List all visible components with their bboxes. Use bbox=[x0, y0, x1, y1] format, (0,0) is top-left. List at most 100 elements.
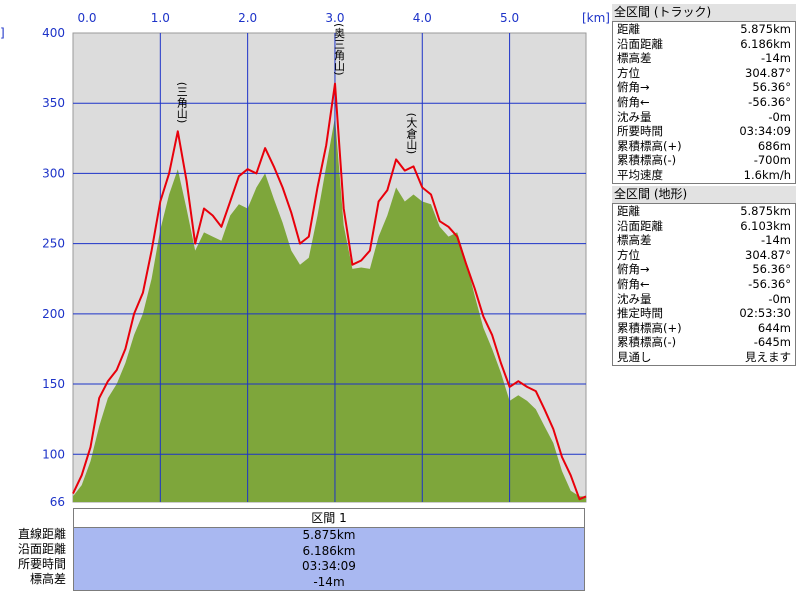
stat-row: 距離 5.875km bbox=[613, 204, 795, 219]
stat-row: 累積標高(+) 644m bbox=[613, 321, 795, 336]
stat-label: 距離 bbox=[617, 22, 640, 36]
stat-row: 沿面距離 6.186km bbox=[613, 37, 795, 52]
stat-label: 沿面距離 bbox=[617, 36, 663, 51]
x-tick-label: 1.0 bbox=[151, 11, 170, 25]
peak-annotation: (奥三角山) bbox=[332, 23, 345, 76]
stat-value: 6.186km bbox=[740, 36, 791, 51]
peak-annotation: (三角山) bbox=[175, 82, 188, 124]
stat-label: 標高差 bbox=[617, 233, 652, 248]
stat-row: 沈み量 -0m bbox=[613, 292, 795, 307]
segment-header[interactable]: 区間 1 bbox=[73, 508, 585, 528]
stat-row: 俯角← -56.36° bbox=[613, 277, 795, 292]
stat-row: 俯角→ 56.36° bbox=[613, 262, 795, 277]
segment-table: 区間 1 5.875km 6.186km 03:34:09 -14m bbox=[73, 508, 585, 591]
stat-label: 所要時間 bbox=[617, 124, 663, 139]
axis-label-layer: 400 350 300 250 200 150 100 66 0.0 1.0 2.0 3.0 4.0 5.… bbox=[42, 11, 610, 509]
y-tick-label: 150 bbox=[42, 377, 65, 391]
stat-value: 56.36° bbox=[752, 80, 791, 95]
x-tick-label: 0.0 bbox=[77, 11, 96, 25]
terrain-area bbox=[73, 117, 586, 503]
stat-value: -14m bbox=[761, 233, 791, 248]
stat-value: 02:53:30 bbox=[739, 306, 791, 321]
track-line bbox=[72, 82, 587, 501]
stat-label: 俯角← bbox=[617, 94, 650, 109]
stat-label: 沈み量 bbox=[617, 291, 652, 306]
stat-label: 俯角→ bbox=[617, 262, 650, 277]
stat-label: 方位 bbox=[617, 65, 640, 80]
stat-value: -700m bbox=[753, 153, 791, 168]
stat-label: 累積標高(+) bbox=[617, 320, 682, 335]
stat-value: 686m bbox=[757, 138, 791, 153]
terrain-stats-table: 距離 5.875km 沿面距離 6.103km 標高差 -14m 方位 304.87° … bbox=[612, 203, 796, 366]
segment-label-straight: 直線距離 bbox=[17, 527, 66, 541]
stat-row: 推定時間 02:53:30 bbox=[613, 306, 795, 321]
left-edge-fragment: ] bbox=[0, 26, 5, 40]
x-tick-label: 5.0 bbox=[500, 11, 519, 25]
track-stats-table: 距離 5.875km 沿面距離 6.186km 標高差 -14m 方位 304.87° … bbox=[612, 21, 796, 184]
y-tick-label: 250 bbox=[42, 237, 65, 251]
y-tick-label: 100 bbox=[42, 447, 65, 461]
y-tick-label: 300 bbox=[42, 166, 65, 180]
stat-label: 標高差 bbox=[617, 51, 652, 66]
stat-label: 俯角→ bbox=[617, 80, 650, 95]
stat-value: -0m bbox=[768, 291, 791, 306]
stat-row: 平均速度 1.6km/h bbox=[613, 168, 795, 183]
stat-row: 沈み量 -0m bbox=[613, 110, 795, 125]
stat-label: 俯角← bbox=[617, 276, 650, 291]
stat-label: 沿面距離 bbox=[617, 218, 663, 233]
stat-row: 所要時間 03:34:09 bbox=[613, 124, 795, 139]
stat-value: 6.103km bbox=[740, 218, 791, 233]
stat-value: 56.36° bbox=[752, 262, 791, 277]
peak-annotation: (大倉山) bbox=[405, 113, 418, 155]
stat-label: 方位 bbox=[617, 247, 640, 262]
stat-row: 見通し 見えます bbox=[613, 350, 795, 365]
track-line-layer bbox=[72, 82, 587, 501]
stat-label: 距離 bbox=[617, 204, 640, 218]
stat-value: -56.36° bbox=[748, 276, 791, 291]
stat-row: 沿面距離 6.103km bbox=[613, 219, 795, 234]
stat-row: 累積標高(-) -700m bbox=[613, 153, 795, 168]
stat-row: 標高差 -14m bbox=[613, 51, 795, 66]
stat-value: 03:34:09 bbox=[739, 124, 791, 139]
stat-row: 俯角→ 56.36° bbox=[613, 80, 795, 95]
stat-label: 累積標高(-) bbox=[617, 153, 677, 168]
segment-value: 6.186km bbox=[302, 543, 356, 558]
stat-label: 推定時間 bbox=[617, 306, 663, 321]
segment-value: 5.875km bbox=[302, 528, 356, 542]
stat-value: -0m bbox=[768, 109, 791, 124]
panel-title: 全区間 (地形) bbox=[612, 186, 796, 203]
stat-row: 方位 304.87° bbox=[613, 248, 795, 263]
stat-row: 俯角← -56.36° bbox=[613, 95, 795, 110]
stat-value: 5.875km bbox=[740, 22, 791, 36]
segment-label-elevdiff: 標高差 bbox=[29, 572, 66, 586]
grid-layer bbox=[73, 33, 586, 502]
x-unit-label: [km] bbox=[582, 11, 610, 25]
segment-values: 5.875km 6.186km 03:34:09 -14m bbox=[73, 528, 585, 591]
y-tick-label: 350 bbox=[42, 96, 65, 110]
stat-label: 累積標高(+) bbox=[617, 138, 682, 153]
stat-row: 方位 304.87° bbox=[613, 66, 795, 81]
stat-label: 累積標高(-) bbox=[617, 335, 677, 350]
segment-value: 03:34:09 bbox=[302, 559, 356, 573]
stat-value: 644m bbox=[757, 320, 791, 335]
panel-title: 全区間 (トラック) bbox=[612, 4, 796, 21]
annotation-layer: (三角山) (奥三角山) (大倉山) bbox=[175, 23, 418, 154]
stat-value: 見えます bbox=[745, 349, 791, 364]
stat-label: 沈み量 bbox=[617, 109, 652, 124]
track-summary-panel: 全区間 (トラック) 距離 5.875km 沿面距離 6.186km 標高差 -14m… bbox=[612, 4, 796, 184]
stat-value: 304.87° bbox=[745, 247, 791, 262]
stat-label: 見通し bbox=[617, 349, 652, 364]
stat-value: 5.875km bbox=[740, 204, 791, 218]
stat-value: -645m bbox=[753, 335, 791, 350]
stat-label: 平均速度 bbox=[617, 167, 663, 182]
stat-value: -14m bbox=[761, 51, 791, 66]
terrain-summary-panel: 全区間 (地形) 距離 5.875km 沿面距離 6.103km 標高差 -14m 方… bbox=[612, 186, 796, 366]
stat-value: 304.87° bbox=[745, 65, 791, 80]
terrain-area-layer bbox=[73, 117, 586, 503]
stat-row: 累積標高(-) -645m bbox=[613, 335, 795, 350]
y-tick-label: 400 bbox=[42, 26, 65, 40]
x-tick-label: 2.0 bbox=[238, 11, 257, 25]
stat-row: 累積標高(+) 686m bbox=[613, 139, 795, 154]
segment-label-time: 所要時間 bbox=[17, 557, 66, 571]
